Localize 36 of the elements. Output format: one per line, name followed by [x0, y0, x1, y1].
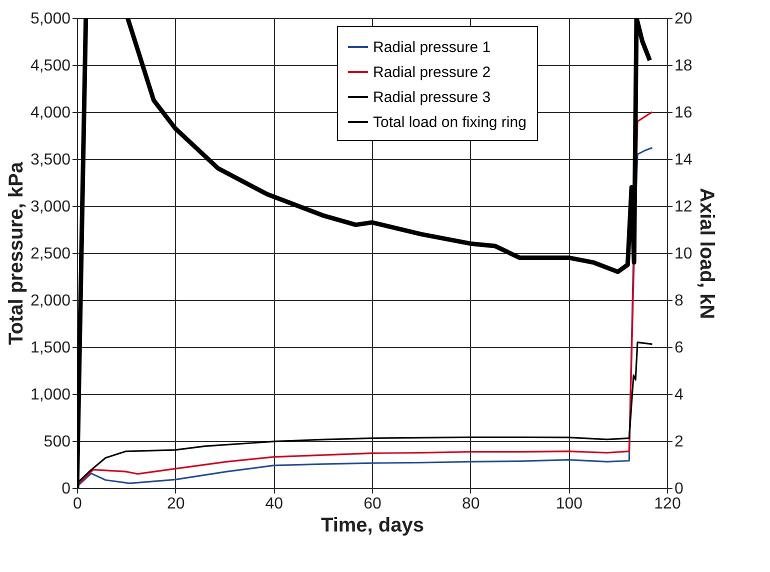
y2-tick-label: 6	[674, 340, 684, 356]
y2-tick-label: 12	[674, 198, 692, 216]
x-tick-label: 60	[364, 496, 382, 512]
x-tick-label: 40	[265, 496, 284, 512]
y-tick-label: 5,000	[30, 10, 71, 28]
x-tick-label: 20	[166, 496, 185, 512]
y2-tick-label: 10	[674, 246, 692, 262]
legend-label: Radial pressure 1	[373, 39, 491, 56]
legend-label: Total load on fixing ring	[373, 114, 526, 131]
y-tick-label: 3,000	[30, 198, 71, 216]
y2-tick-label: 2	[674, 434, 684, 450]
y-axis-title: Total pressure, kPa	[5, 161, 28, 346]
y2-axis-title: Axial load, kN	[695, 188, 718, 320]
y-tick-label: 4,000	[30, 104, 71, 122]
y-tick-label: 3,500	[30, 152, 71, 168]
y-tick-label: 2,000	[30, 292, 71, 310]
legend-label: Radial pressure 3	[373, 89, 491, 106]
y2-tick-label: 4	[674, 386, 684, 404]
y2-tick-label: 8	[674, 292, 684, 310]
x-axis-title: Time, days	[320, 514, 424, 536]
y2-tick-label: 16	[674, 104, 692, 122]
y-tick-label: 2,500	[30, 246, 71, 262]
y-tick-label: 500	[44, 434, 71, 450]
y-tick-label: 1,500	[30, 340, 71, 356]
x-tick-label: 0	[73, 496, 82, 512]
x-tick-label: 80	[462, 496, 480, 512]
legend-label: Radial pressure 2	[373, 64, 491, 81]
y-tick-label: 1,000	[30, 386, 71, 404]
y-tick-label: 4,500	[30, 58, 71, 74]
y2-tick-label: 14	[674, 152, 692, 168]
y2-tick-label: 20	[674, 10, 692, 28]
y2-tick-label: 18	[674, 58, 692, 74]
x-tick-label: 100	[556, 496, 583, 512]
y-tick-label: 0	[62, 480, 71, 498]
x-tick-label: 120	[654, 496, 681, 512]
y2-tick-label: 0	[674, 480, 684, 498]
